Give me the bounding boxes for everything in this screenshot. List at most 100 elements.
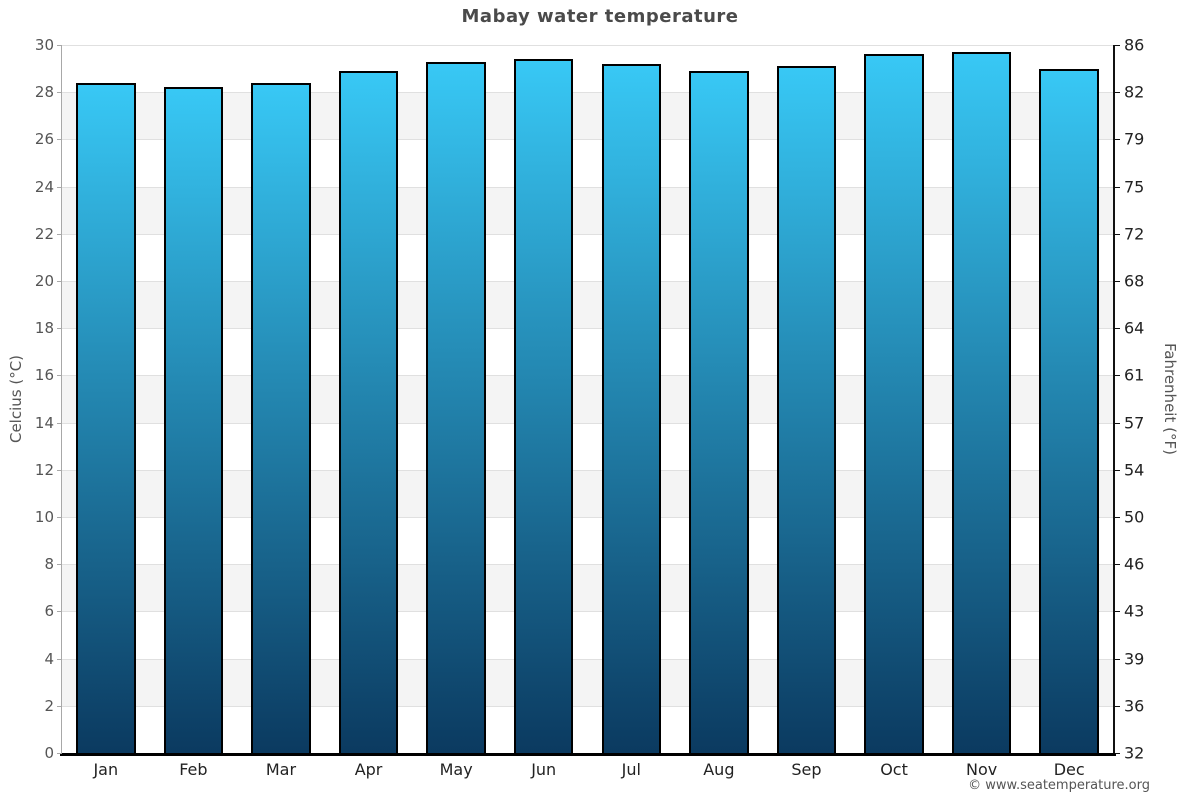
bar-feb	[163, 87, 224, 753]
y-tick-label-left: 30	[34, 36, 54, 54]
x-tick-label-sep: Sep	[791, 760, 822, 779]
y-tick-mark-left	[57, 233, 62, 235]
y-tick-mark-right	[1115, 753, 1120, 754]
gridline	[62, 328, 1113, 330]
band	[62, 92, 1113, 140]
band	[62, 186, 1113, 234]
x-tick-label-aug: Aug	[703, 760, 735, 779]
band	[62, 281, 1113, 329]
y-tick-mark-right	[1115, 564, 1120, 566]
x-tick-label-feb: Feb	[179, 760, 208, 779]
gridline	[62, 422, 1113, 424]
y-tick-label-left: 4	[44, 649, 54, 668]
x-tick-label-dec: Dec	[1053, 760, 1085, 779]
y-tick-label-right: 79	[1124, 129, 1145, 149]
y-tick-mark-left	[57, 753, 62, 754]
gridline	[62, 92, 1113, 94]
y-tick-label-left: 24	[34, 177, 54, 196]
y-tick-label-left: 6	[44, 602, 54, 621]
gridline	[62, 45, 1113, 46]
x-tick-label-nov: Nov	[966, 760, 998, 779]
gridline	[62, 233, 1113, 235]
gridline	[62, 281, 1113, 282]
y-tick-mark-left	[57, 281, 62, 282]
y-tick-mark-right	[1115, 139, 1120, 141]
y-axis-right-line	[1113, 45, 1115, 753]
y-tick-label-right: 43	[1124, 601, 1145, 621]
y-tick-label-right: 46	[1124, 554, 1145, 574]
y-tick-label-right: 32	[1124, 743, 1145, 763]
y-tick-mark-right	[1115, 45, 1120, 46]
y-tick-label-right: 68	[1124, 271, 1145, 291]
bar-jan	[76, 82, 136, 753]
y-tick-label-right: 36	[1124, 696, 1145, 716]
y-tick-label-left: 2	[44, 696, 54, 715]
y-tick-label-right: 50	[1124, 507, 1145, 527]
y-tick-mark-left	[57, 186, 62, 188]
y-tick-mark-right	[1115, 705, 1120, 707]
y-tick-mark-right	[1115, 186, 1120, 188]
bar-may	[426, 61, 486, 753]
bar-aug	[689, 70, 749, 753]
x-axis-line	[60, 753, 1116, 756]
y-tick-mark-right	[1115, 611, 1120, 613]
y-tick-mark-right	[1115, 658, 1120, 660]
x-tick-label-oct: Oct	[880, 760, 908, 779]
bar-jul	[601, 63, 662, 753]
band	[62, 658, 1113, 706]
y-tick-label-left: 0	[44, 744, 54, 762]
band	[62, 469, 1113, 517]
copyright-text: © www.seatemperature.org	[968, 778, 1150, 793]
y-tick-label-left: 26	[34, 130, 54, 149]
y-axis-left-line	[61, 45, 62, 753]
plot-area	[62, 45, 1113, 753]
band	[62, 375, 1113, 423]
x-tick-label-jul: Jul	[621, 760, 641, 779]
y-tick-label-right: 57	[1124, 413, 1145, 433]
y-tick-mark-left	[57, 469, 62, 471]
y-tick-mark-left	[57, 564, 62, 566]
gridline	[62, 658, 1113, 660]
y-tick-mark-right	[1115, 375, 1120, 377]
y-tick-label-right: 61	[1124, 365, 1145, 385]
y-tick-label-right: 54	[1124, 460, 1145, 480]
y-tick-mark-left	[57, 328, 62, 330]
gridline	[62, 705, 1113, 707]
gridline	[62, 186, 1113, 188]
y-tick-mark-right	[1115, 422, 1120, 424]
y-tick-mark-left	[57, 658, 62, 660]
gridline	[62, 517, 1113, 518]
gridline	[62, 139, 1113, 141]
y-tick-mark-right	[1115, 281, 1120, 282]
y-tick-label-right: 86	[1124, 35, 1145, 55]
x-tick-label-jan: Jan	[93, 760, 119, 779]
bar-mar	[251, 82, 311, 753]
y-tick-label-left: 10	[34, 508, 54, 526]
gridline	[62, 469, 1113, 471]
y-tick-mark-right	[1115, 517, 1120, 518]
y-tick-mark-left	[57, 422, 62, 424]
y-tick-label-right: 64	[1124, 318, 1145, 338]
y-tick-mark-left	[57, 705, 62, 707]
gridline	[62, 564, 1113, 566]
y-tick-mark-left	[57, 611, 62, 613]
y-tick-label-left: 16	[34, 366, 54, 385]
y-tick-label-right: 72	[1124, 224, 1145, 244]
y-axis-right-title: Fahrenheit (°F)	[1161, 343, 1179, 455]
y-axis-left-title: Celcius (°C)	[7, 354, 25, 444]
y-tick-label-left: 12	[34, 460, 54, 479]
y-tick-mark-left	[57, 45, 62, 46]
y-tick-mark-left	[57, 375, 62, 377]
bar-jun	[513, 59, 574, 753]
x-tick-label-jun: Jun	[531, 760, 557, 779]
y-tick-mark-left	[57, 92, 62, 94]
y-tick-label-left: 18	[34, 319, 54, 338]
band	[62, 564, 1113, 612]
y-tick-mark-left	[57, 139, 62, 141]
y-tick-mark-right	[1115, 233, 1120, 235]
x-tick-label-mar: Mar	[265, 760, 297, 779]
chart-title: Mabay water temperature	[461, 6, 739, 27]
x-tick-label-apr: Apr	[354, 760, 383, 779]
bar-apr	[338, 70, 399, 753]
gridline	[62, 375, 1113, 377]
